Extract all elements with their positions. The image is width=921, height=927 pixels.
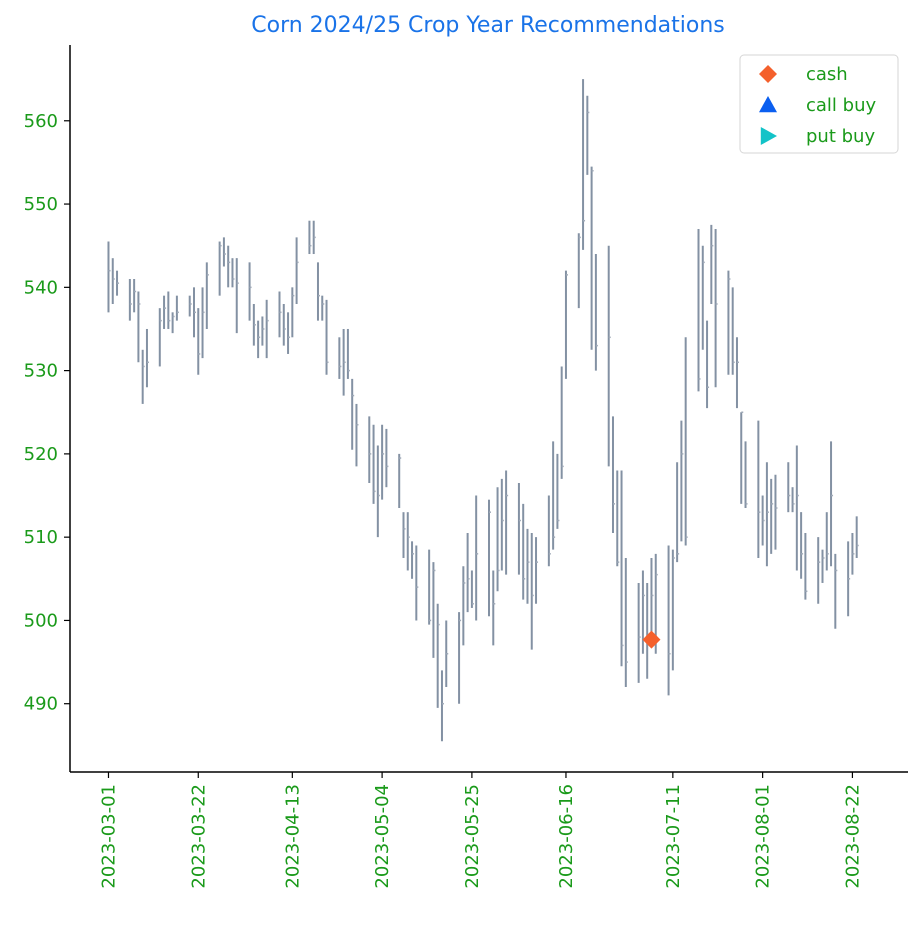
- legend: cash call buy put buy: [739, 54, 899, 154]
- legend-marker: [759, 96, 777, 113]
- x-tick-label: 2023-05-25: [462, 784, 483, 889]
- y-tick-label: 520: [24, 444, 58, 465]
- chart-title: Corn 2024/25 Crop Year Recommendations: [251, 13, 725, 38]
- y-tick-label: 540: [24, 277, 58, 298]
- y-tick-label: 500: [24, 610, 58, 631]
- legend-marker: [760, 127, 777, 145]
- legend-label: put buy: [806, 126, 875, 147]
- y-tick-label: 550: [24, 194, 58, 215]
- x-tick-label: 2023-07-11: [663, 784, 684, 889]
- legend-label: cash: [806, 64, 848, 85]
- y-tick-label: 560: [24, 111, 58, 132]
- x-tick-label: 2023-06-16: [556, 784, 577, 889]
- marker: [642, 630, 661, 649]
- legend-box: [739, 54, 899, 154]
- x-tick-label: 2023-03-01: [98, 784, 119, 889]
- legend-label: call buy: [806, 95, 876, 116]
- y-tick-label: 490: [24, 694, 58, 715]
- y-tick-label: 530: [24, 361, 58, 382]
- x-tick-label: 2023-08-01: [753, 784, 774, 889]
- x-tick-label: 2023-04-13: [282, 784, 303, 889]
- x-tick-label: 2023-05-04: [372, 784, 393, 889]
- y-tick-label: 510: [24, 527, 58, 548]
- x-tick-label: 2023-08-22: [842, 784, 863, 889]
- x-tick-label: 2023-03-22: [188, 784, 209, 889]
- legend-marker: [759, 65, 777, 83]
